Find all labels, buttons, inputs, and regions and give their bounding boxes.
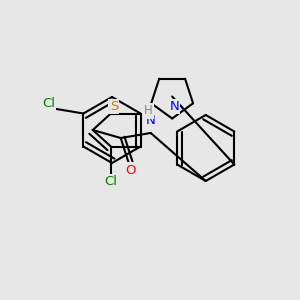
Text: Cl: Cl xyxy=(104,175,117,188)
Text: N: N xyxy=(169,100,179,113)
Text: Cl: Cl xyxy=(42,97,55,110)
Text: O: O xyxy=(125,164,136,176)
Text: N: N xyxy=(146,115,156,128)
Text: S: S xyxy=(110,100,118,113)
Text: H: H xyxy=(144,104,153,118)
